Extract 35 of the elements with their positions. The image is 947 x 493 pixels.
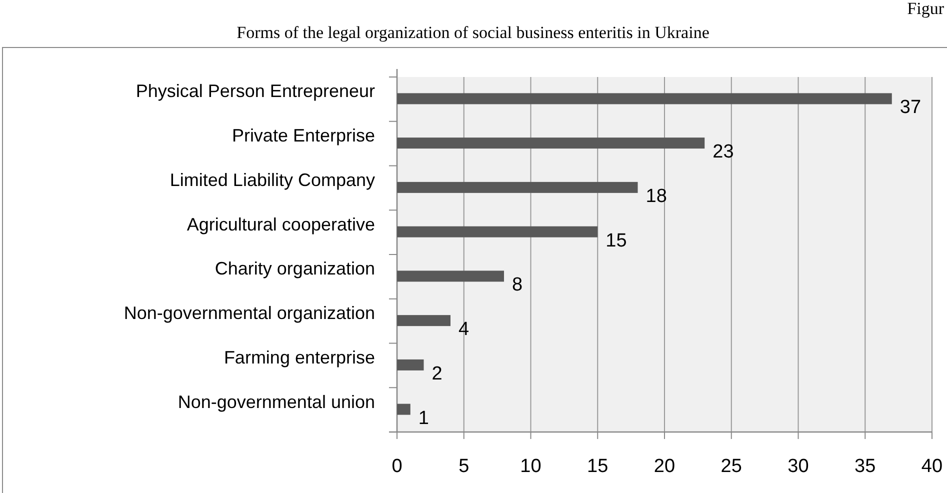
x-tick-label: 0	[392, 456, 402, 477]
y-tick-label: Farming enterprise	[224, 347, 375, 368]
bar	[397, 315, 450, 326]
x-tick-label: 10	[520, 456, 542, 477]
data-label: 1	[418, 408, 429, 429]
y-tick-label: Limited Liability Company	[170, 170, 375, 190]
bar	[397, 93, 892, 104]
y-tick-label: Charity organization	[214, 258, 375, 279]
bar	[397, 359, 424, 370]
data-label: 2	[432, 363, 442, 384]
data-label: 15	[606, 230, 627, 252]
x-tick-label: 15	[587, 456, 608, 477]
data-label: 8	[512, 274, 523, 296]
y-tick-label: Physical Person Entrepreneur	[136, 81, 376, 102]
y-tick-label: Non-governmental organization	[124, 303, 375, 324]
bar	[397, 226, 598, 238]
y-tick-label: Agricultural cooperative	[186, 214, 375, 234]
bar	[397, 270, 504, 282]
chart-title: Forms of the legal organization of social business enteritis in Ukraine	[236, 23, 710, 42]
data-label: 18	[646, 186, 667, 207]
x-tick-label: 35	[854, 456, 876, 477]
data-label: 37	[900, 97, 922, 118]
x-tick-label: 20	[654, 456, 676, 477]
x-tick-label: 5	[458, 456, 470, 477]
y-tick-label: Non-governmental union	[178, 392, 375, 412]
x-tick-label: 25	[720, 456, 742, 477]
x-tick-label: 30	[788, 456, 809, 477]
bar	[397, 404, 410, 415]
text: Figur	[907, 0, 944, 18]
bar	[397, 138, 705, 149]
y-tick-label: Private Enterprise	[232, 126, 375, 146]
data-label: 23	[712, 142, 734, 163]
data-label: 4	[458, 319, 470, 340]
bar	[397, 182, 638, 193]
x-tick-label: 40	[921, 456, 943, 477]
